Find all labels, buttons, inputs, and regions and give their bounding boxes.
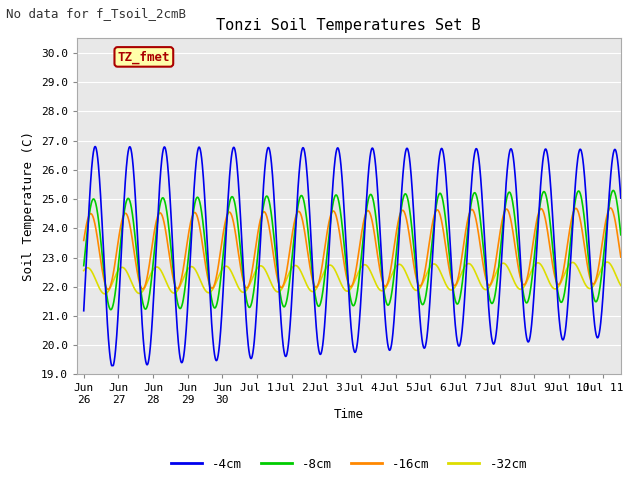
Title: Tonzi Soil Temperatures Set B: Tonzi Soil Temperatures Set B bbox=[216, 18, 481, 33]
Y-axis label: Soil Temperature (C): Soil Temperature (C) bbox=[22, 132, 35, 281]
Text: No data for f_Tsoil_2cmB: No data for f_Tsoil_2cmB bbox=[6, 7, 186, 20]
X-axis label: Time: Time bbox=[334, 408, 364, 421]
Legend: -4cm, -8cm, -16cm, -32cm: -4cm, -8cm, -16cm, -32cm bbox=[166, 453, 532, 476]
Text: TZ_fmet: TZ_fmet bbox=[118, 50, 170, 63]
